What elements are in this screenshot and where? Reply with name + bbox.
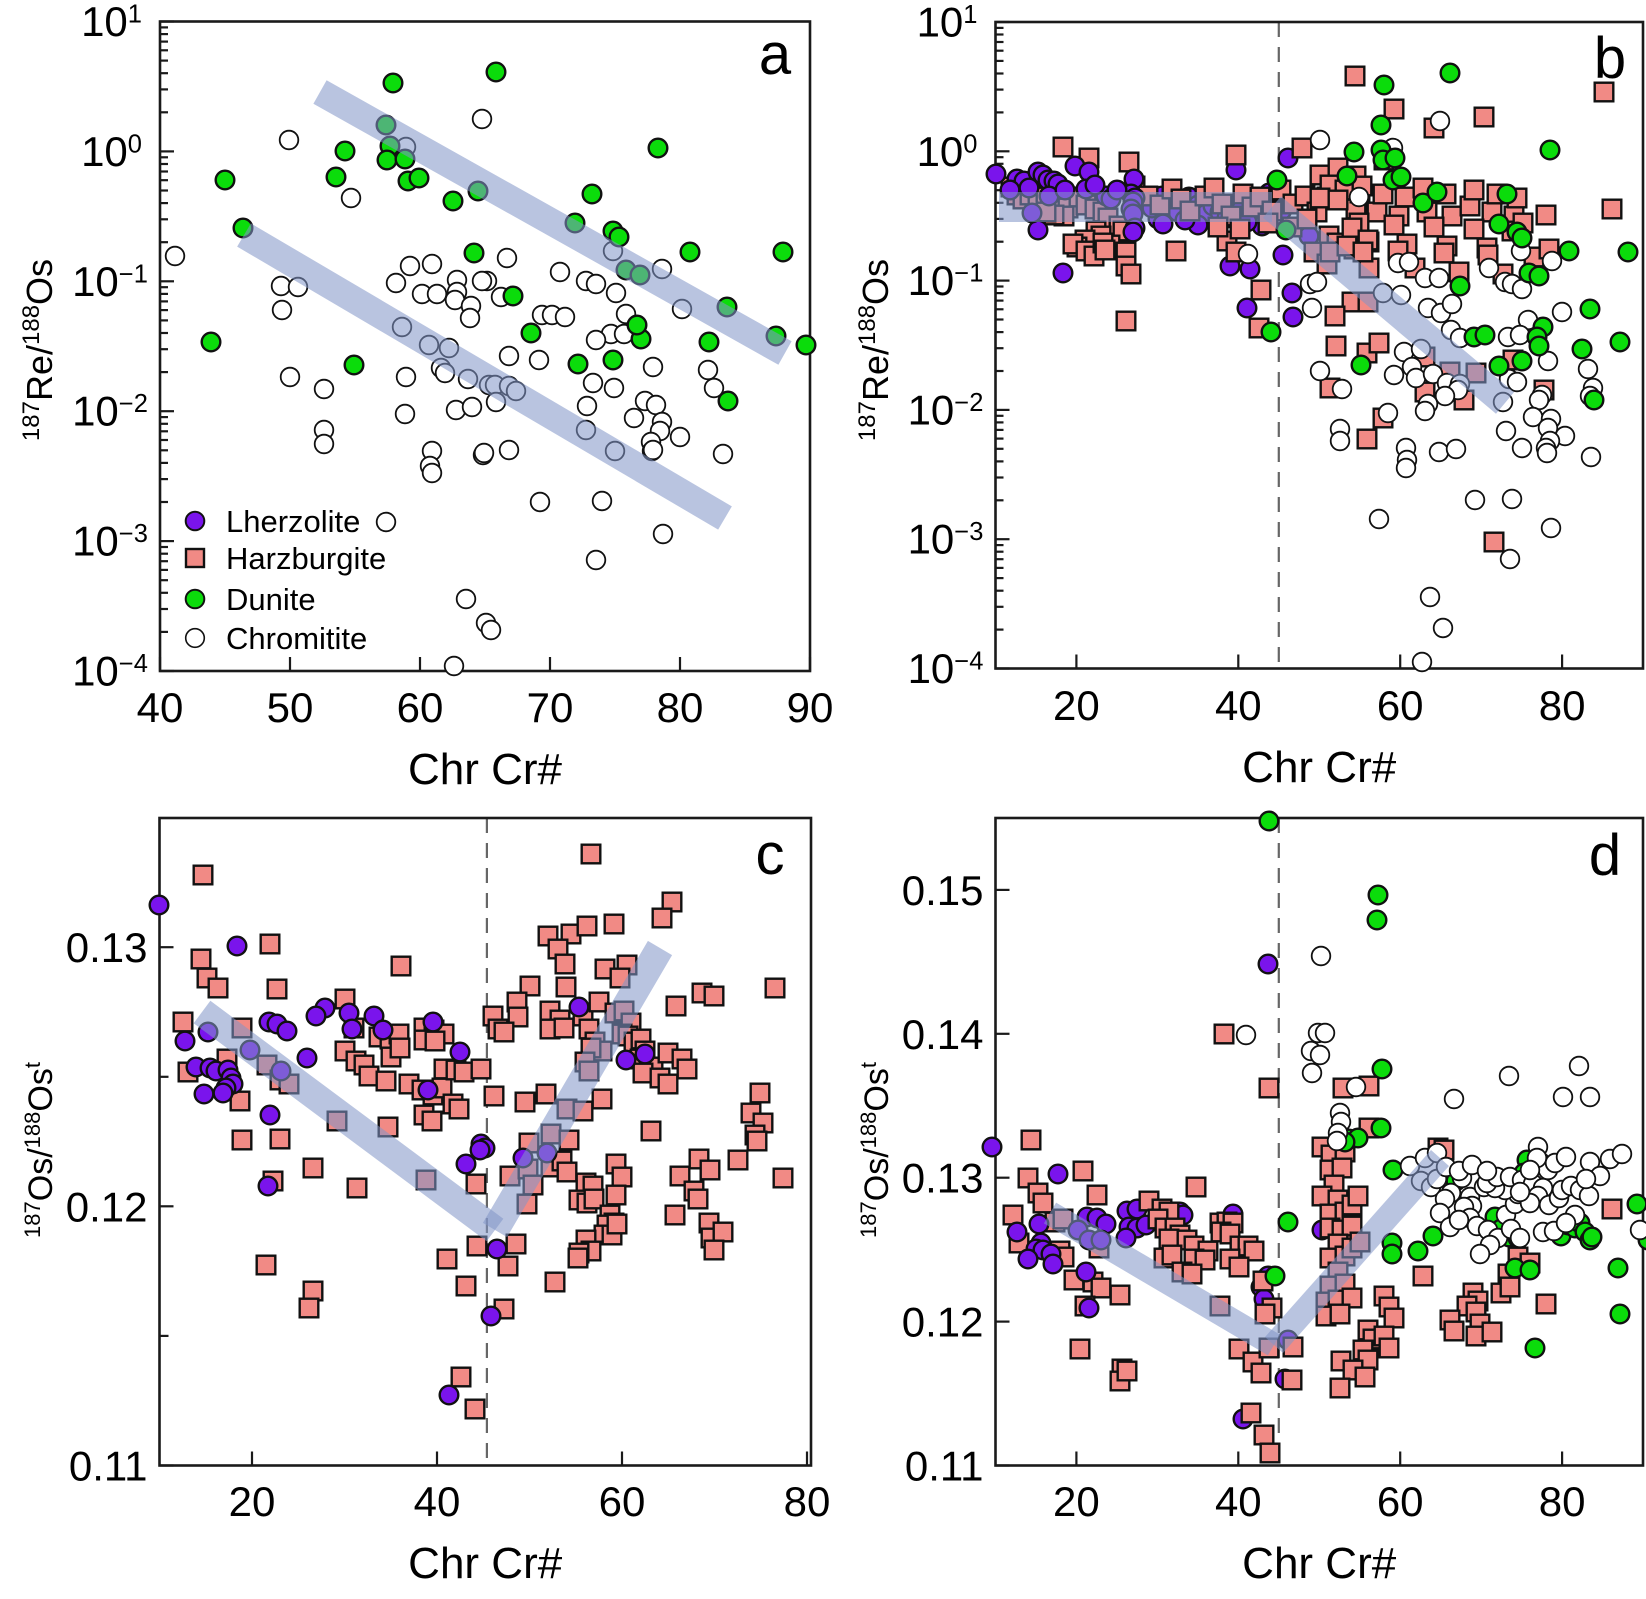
- svg-text:40: 40: [1215, 682, 1262, 729]
- svg-text:187Re/188Os: 187Re/188Os: [854, 259, 897, 441]
- svg-text:80: 80: [657, 684, 704, 731]
- svg-text:20: 20: [1053, 682, 1100, 729]
- svg-text:10: 10: [917, 128, 964, 175]
- svg-text:80: 80: [1539, 1478, 1586, 1525]
- svg-text:40: 40: [1215, 1478, 1262, 1525]
- svg-text:10: 10: [908, 257, 955, 304]
- svg-text:−4: −4: [954, 648, 983, 676]
- svg-text:0: 0: [963, 130, 977, 158]
- svg-text:0.12: 0.12: [902, 1299, 984, 1346]
- svg-text:0.14: 0.14: [902, 1011, 984, 1058]
- svg-text:−1: −1: [954, 260, 983, 288]
- svg-text:20: 20: [229, 1478, 276, 1525]
- svg-text:0.11: 0.11: [905, 1443, 984, 1490]
- svg-text:1: 1: [963, 1, 977, 29]
- svg-text:40: 40: [414, 1478, 461, 1525]
- svg-text:40: 40: [137, 684, 184, 731]
- svg-text:10: 10: [908, 386, 955, 433]
- svg-text:a: a: [759, 22, 792, 87]
- svg-text:0.12: 0.12: [66, 1183, 148, 1230]
- svg-text:10: 10: [72, 648, 119, 695]
- svg-text:90: 90: [787, 684, 834, 731]
- svg-text:Chr Cr#: Chr Cr#: [1242, 1539, 1397, 1588]
- svg-text:Chr Cr#: Chr Cr#: [408, 1539, 563, 1588]
- svg-text:Chr Cr#: Chr Cr#: [1242, 743, 1397, 792]
- svg-text:1: 1: [128, 1, 142, 29]
- svg-text:60: 60: [397, 684, 444, 731]
- svg-text:187Os/188Ost: 187Os/188Ost: [20, 1062, 61, 1238]
- svg-text:70: 70: [527, 684, 574, 731]
- svg-text:d: d: [1589, 823, 1621, 888]
- svg-text:−3: −3: [119, 520, 148, 548]
- svg-text:50: 50: [267, 684, 314, 731]
- svg-text:−3: −3: [954, 518, 983, 546]
- svg-text:c: c: [756, 822, 785, 887]
- svg-text:−2: −2: [954, 389, 983, 417]
- svg-text:60: 60: [1377, 1478, 1424, 1525]
- svg-text:10: 10: [72, 258, 119, 305]
- svg-text:10: 10: [908, 516, 955, 563]
- svg-text:Harzburgite: Harzburgite: [226, 541, 386, 576]
- svg-text:10: 10: [917, 0, 964, 46]
- svg-text:0.11: 0.11: [69, 1443, 148, 1490]
- svg-text:b: b: [1594, 26, 1626, 91]
- svg-text:Chromitite: Chromitite: [226, 621, 367, 656]
- svg-text:0: 0: [128, 130, 142, 158]
- svg-text:10: 10: [81, 0, 128, 45]
- svg-text:80: 80: [1539, 682, 1586, 729]
- svg-text:187Os/188Ost: 187Os/188Ost: [856, 1062, 897, 1238]
- svg-text:0.15: 0.15: [902, 867, 984, 914]
- svg-text:0.13: 0.13: [902, 1155, 984, 1202]
- svg-text:Lherzolite: Lherzolite: [226, 504, 360, 539]
- svg-text:0.13: 0.13: [66, 924, 148, 971]
- svg-text:−1: −1: [119, 260, 148, 288]
- svg-text:60: 60: [1377, 682, 1424, 729]
- svg-text:10: 10: [72, 518, 119, 565]
- svg-text:10: 10: [81, 128, 128, 175]
- svg-text:10: 10: [72, 388, 119, 435]
- svg-text:187Re/188Os: 187Re/188Os: [18, 259, 61, 441]
- svg-text:80: 80: [784, 1478, 831, 1525]
- svg-text:−4: −4: [119, 650, 148, 678]
- svg-text:60: 60: [599, 1478, 646, 1525]
- svg-text:10: 10: [908, 645, 955, 692]
- svg-text:−2: −2: [119, 390, 148, 418]
- svg-text:Dunite: Dunite: [226, 582, 316, 617]
- svg-text:20: 20: [1053, 1478, 1100, 1525]
- svg-text:Chr Cr#: Chr Cr#: [408, 745, 563, 794]
